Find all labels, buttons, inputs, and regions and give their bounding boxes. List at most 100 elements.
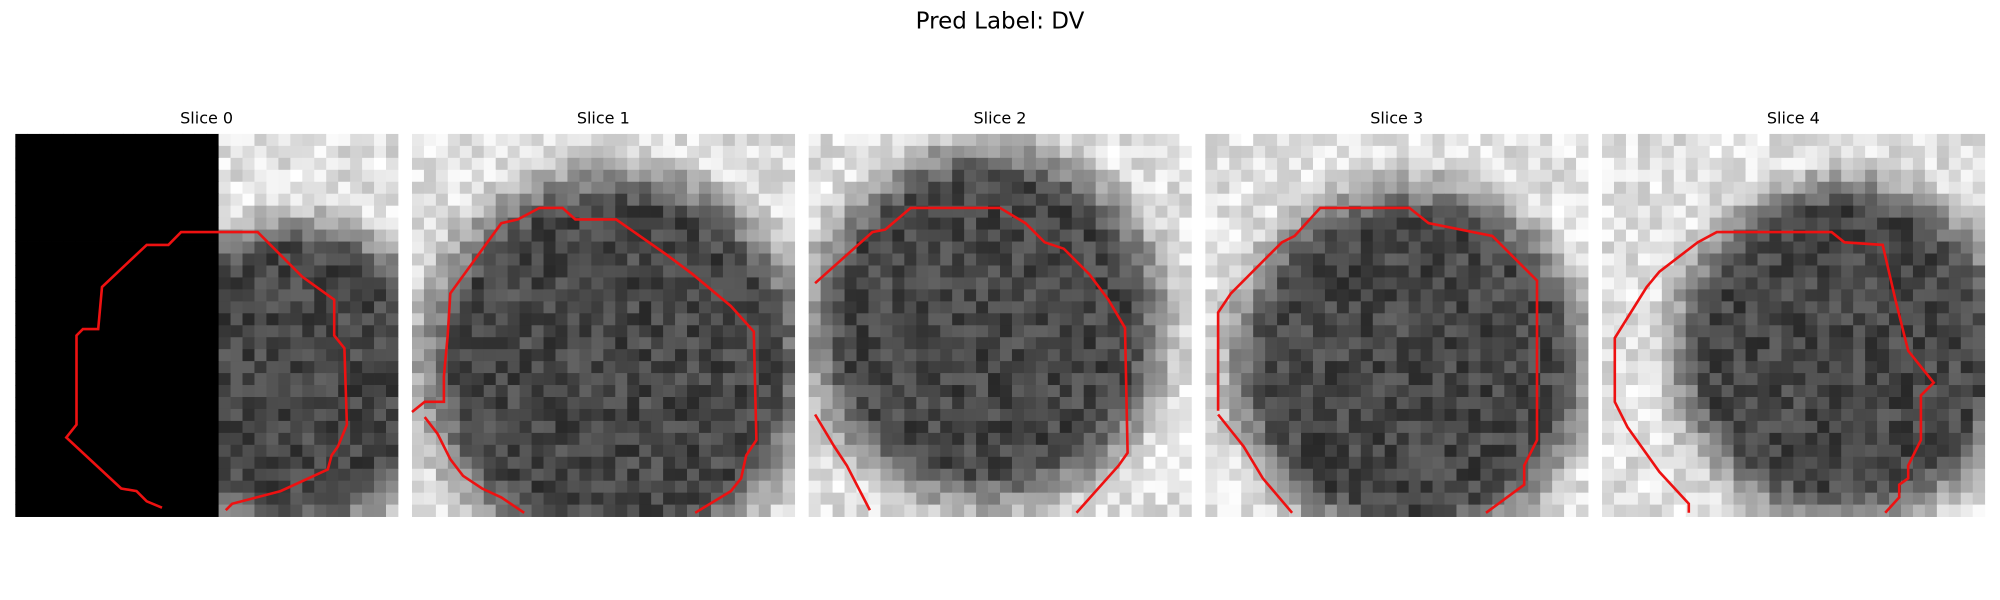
pixel [110, 480, 124, 494]
pixel [1011, 385, 1025, 398]
pixel [495, 229, 509, 242]
pixel [507, 265, 521, 278]
panel: Slice 1 [411, 108, 796, 517]
pixel [603, 181, 616, 195]
pixel [1312, 420, 1326, 434]
pixel [988, 385, 1001, 398]
pixel [904, 444, 917, 458]
pixel [1528, 492, 1541, 506]
pixel [182, 289, 196, 302]
pixel [1889, 205, 1902, 219]
pixel [627, 444, 640, 458]
pixel [495, 145, 509, 159]
pixel [710, 504, 724, 517]
pixel [1301, 301, 1314, 314]
pixel [266, 229, 279, 242]
pixel [531, 217, 544, 230]
pixel [567, 504, 580, 517]
pixel [567, 181, 580, 195]
pixel [820, 444, 833, 458]
pixel [1167, 313, 1180, 326]
pixel [603, 325, 616, 338]
pixel [362, 181, 375, 195]
pixel [1492, 420, 1505, 434]
pixel [278, 313, 291, 326]
pixel [423, 444, 437, 458]
pixel [194, 193, 208, 207]
pixel [746, 157, 760, 171]
pixel [507, 432, 521, 446]
pixel [519, 157, 532, 171]
pixel [627, 361, 640, 374]
pixel [1301, 432, 1314, 446]
pixel [1853, 229, 1866, 242]
pixel [1552, 133, 1565, 147]
pixel [1948, 157, 1962, 171]
pixel [1697, 349, 1711, 362]
pixel [483, 361, 497, 374]
pixel [1649, 397, 1663, 410]
pixel [1059, 492, 1073, 506]
panel: Slice 2 [808, 108, 1192, 517]
pixel [1432, 289, 1445, 302]
pixel [591, 313, 604, 326]
pixel [447, 420, 461, 434]
pixel [904, 432, 917, 446]
pixel [1576, 349, 1589, 362]
pixel [892, 504, 905, 517]
pixel [1637, 456, 1651, 470]
pixel [1143, 313, 1156, 326]
pixel [627, 456, 640, 470]
pixel [362, 301, 375, 314]
pixel [1817, 420, 1830, 434]
pixel [1793, 349, 1806, 362]
pixel [651, 229, 664, 242]
pixel [722, 385, 736, 398]
pixel [519, 492, 532, 506]
pixel [1095, 349, 1109, 362]
pixel [1444, 349, 1457, 362]
pixel [1444, 301, 1457, 314]
pixel [170, 456, 184, 470]
pixel [266, 468, 279, 482]
pixel [1673, 145, 1687, 159]
pixel [519, 504, 532, 517]
pixel [844, 277, 857, 290]
pixel [314, 480, 327, 494]
pixel [1384, 373, 1398, 386]
pixel [39, 265, 52, 278]
pixel [1217, 480, 1230, 494]
pixel [1408, 169, 1421, 183]
pixel [1936, 241, 1950, 254]
pixel [844, 217, 857, 230]
pixel [1769, 420, 1782, 434]
pixel [782, 241, 796, 254]
pixel [459, 349, 473, 362]
pixel [722, 468, 736, 482]
pixel [15, 181, 28, 195]
pixel [350, 492, 363, 506]
pixel [1301, 361, 1314, 374]
pixel [314, 444, 327, 458]
pixel [1155, 157, 1168, 171]
pixel [1865, 181, 1878, 195]
pixel [928, 217, 941, 230]
pixel [1805, 408, 1818, 422]
pixel [1035, 468, 1049, 482]
pixel [1000, 241, 1013, 254]
pixel [916, 349, 929, 362]
pixel [218, 193, 231, 207]
pixel [314, 241, 327, 254]
pixel [483, 205, 497, 219]
pixel [1011, 145, 1025, 159]
pixel [651, 408, 664, 422]
pixel [206, 325, 219, 338]
pixel [615, 432, 628, 446]
pixel [182, 361, 196, 374]
pixel [639, 468, 652, 482]
pixel [1336, 181, 1350, 195]
pixel [1229, 373, 1242, 386]
pixel [1143, 253, 1156, 266]
pixel [1552, 385, 1565, 398]
pixel [1721, 373, 1734, 386]
